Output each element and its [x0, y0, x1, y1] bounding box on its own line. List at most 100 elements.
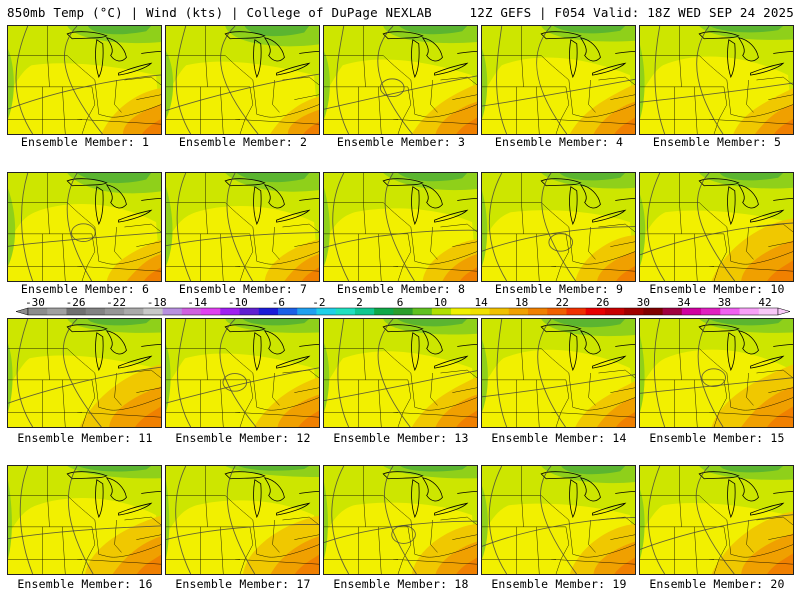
- state-border: [598, 223, 635, 233]
- lake-superior: [224, 31, 266, 40]
- state-border: [62, 233, 66, 281]
- colorbar-swatch: [354, 308, 375, 315]
- height-contour: [15, 26, 34, 134]
- height-contour: [482, 516, 635, 547]
- height-contour: [8, 232, 161, 247]
- state-border: [239, 526, 254, 574]
- height-contour: [220, 26, 259, 134]
- lake-superior: [540, 31, 582, 40]
- colorbar-swatch: [28, 308, 48, 315]
- member-map-svg: [482, 173, 635, 281]
- state-border: [410, 79, 423, 117]
- lake-superior: [382, 324, 424, 333]
- state-border: [272, 79, 280, 113]
- state-border: [430, 226, 438, 260]
- state-border: [580, 397, 635, 411]
- lake-superior: [698, 178, 740, 187]
- height-contour: [697, 319, 724, 427]
- lake-erie: [118, 355, 153, 369]
- colorbar-swatch: [758, 308, 779, 315]
- state-border: [440, 516, 477, 526]
- colorbar-swatch: [201, 308, 221, 315]
- member-map-svg: [640, 466, 793, 574]
- height-contour-closed: [391, 525, 416, 544]
- colorbar-swatch: [566, 308, 587, 315]
- height-contour: [8, 525, 161, 540]
- height-contour: [653, 319, 666, 427]
- lake-michigan: [727, 186, 736, 226]
- ensemble-member-map: [7, 25, 162, 135]
- height-contour: [482, 226, 635, 252]
- state-border: [205, 26, 208, 87]
- temp-field-6c: [719, 466, 784, 473]
- state-border: [422, 544, 477, 558]
- state-border: [205, 319, 208, 380]
- state-border: [541, 202, 570, 228]
- state-border: [136, 94, 161, 100]
- temp-field-26c: [615, 411, 635, 427]
- state-border: [610, 534, 635, 540]
- lake-ontario: [773, 198, 793, 201]
- lake-huron: [421, 477, 443, 502]
- height-contour: [219, 319, 257, 427]
- state-border: [220, 233, 224, 281]
- state-border: [294, 241, 319, 247]
- state-border: [282, 516, 319, 526]
- state-border: [588, 79, 596, 113]
- state-border: [551, 412, 635, 418]
- colorbar-swatch: [143, 308, 164, 315]
- state-border: [699, 55, 728, 81]
- member-map-svg: [324, 466, 477, 574]
- height-contour: [175, 26, 192, 134]
- state-border: [67, 348, 96, 374]
- colorbar-swatch: [258, 308, 279, 315]
- colorbar-swatch: [239, 308, 260, 315]
- lake-superior: [698, 324, 740, 333]
- state-border: [393, 412, 477, 418]
- lake-huron: [105, 37, 127, 62]
- height-contour-closed: [548, 233, 574, 252]
- ensemble-member-label: Ensemble Member: 11: [17, 431, 153, 445]
- lake-erie: [750, 355, 785, 369]
- height-contour: [488, 466, 508, 574]
- member-map-svg: [8, 466, 161, 574]
- temp-field-26c: [456, 117, 477, 134]
- temp-field-6c: [397, 173, 468, 182]
- lake-huron: [737, 330, 759, 355]
- lake-ontario: [773, 344, 793, 347]
- colorbar-swatch: [508, 308, 529, 315]
- state-border: [77, 559, 161, 565]
- state-border: [430, 372, 438, 406]
- state-border: [47, 466, 50, 527]
- state-border: [588, 519, 596, 553]
- state-border: [699, 202, 728, 228]
- lake-huron: [737, 37, 759, 62]
- height-contour: [8, 366, 161, 404]
- lake-huron: [263, 330, 285, 355]
- colorbar-tick-label: -2: [312, 298, 325, 309]
- member-map-svg: [324, 26, 477, 134]
- lake-huron: [579, 37, 601, 62]
- lake-ontario: [141, 51, 161, 54]
- ensemble-member-map: [639, 172, 794, 282]
- temp-field-6c: [87, 26, 152, 35]
- height-contour: [166, 367, 319, 404]
- colorbar-swatch: [681, 308, 702, 315]
- lake-michigan: [411, 479, 420, 519]
- temp-field-10c-west: [482, 190, 488, 267]
- height-contour: [177, 319, 192, 427]
- lake-erie: [276, 62, 311, 76]
- lake-superior: [382, 471, 424, 480]
- ensemble-member-map: [639, 318, 794, 428]
- member-map-svg: [324, 173, 477, 281]
- height-contour: [166, 232, 319, 247]
- ensemble-member-label: Ensemble Member: 10: [649, 282, 785, 296]
- state-border: [440, 369, 477, 379]
- ensemble-member-map: [481, 25, 636, 135]
- ensemble-member-label: Ensemble Member: 16: [17, 577, 153, 591]
- height-contour-closed: [701, 368, 726, 387]
- lake-superior: [698, 31, 740, 40]
- state-border: [94, 372, 107, 410]
- state-border: [756, 516, 793, 526]
- lake-michigan: [253, 39, 262, 79]
